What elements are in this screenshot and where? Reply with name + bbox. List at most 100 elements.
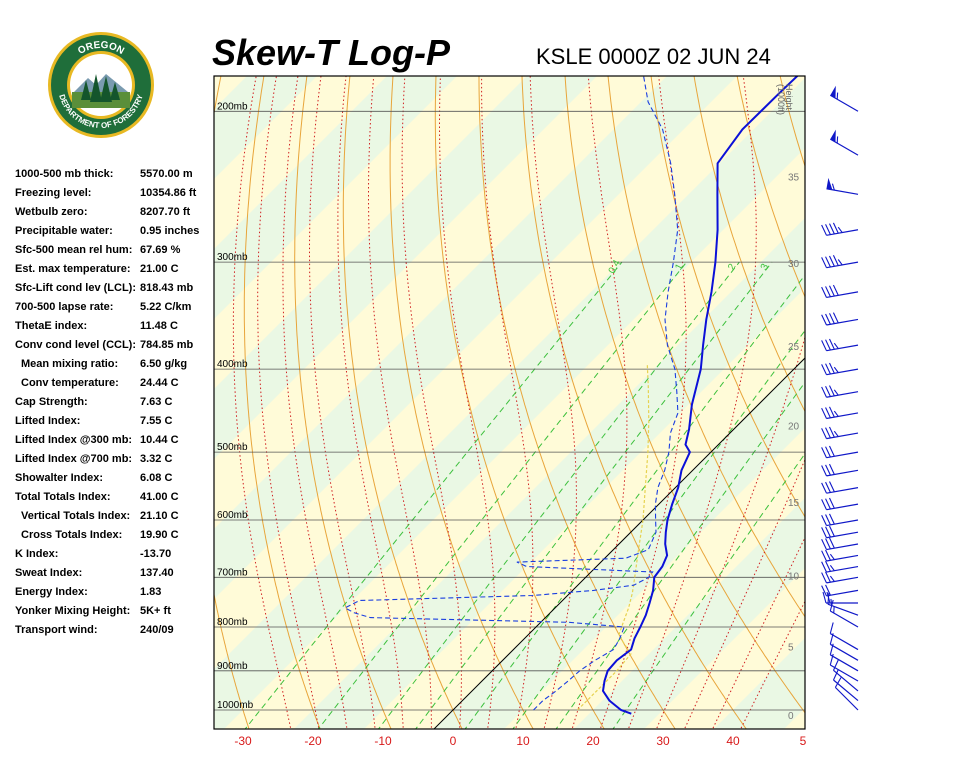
wind-barb	[821, 445, 859, 459]
index-row: Mean mixing ratio: 6.50 g/kg	[15, 358, 215, 377]
temperature-trace	[601, 76, 799, 715]
moist-adiabats	[232, 76, 805, 729]
zero-isotherm-line	[433, 357, 805, 729]
wind-barb	[821, 338, 859, 352]
index-row: Total Totals Index: 41.00 C	[15, 491, 215, 510]
index-label: Cross Totals Index:	[21, 529, 123, 541]
height-axis-title: Height	[784, 84, 794, 111]
wind-barb	[821, 549, 859, 562]
mixing-ratio-label: 3	[759, 262, 772, 272]
index-row: Showalter Index: 6.08 C	[15, 472, 215, 491]
height-tick-label: 30	[788, 259, 800, 270]
index-value: 240/09	[140, 624, 174, 636]
indices-table: 1000-500 mb thick: 5570.00 m Freezing leve…	[15, 168, 215, 643]
index-row: Sfc-500 mean rel hum: 67.69 %	[15, 244, 215, 263]
pressure-labels: 200mb 300mb 400mb 500mb 600mb 700mb 800mb 900mb…	[217, 101, 254, 711]
height-tick-label: 35	[788, 172, 800, 183]
height-tick-label: 15	[788, 498, 800, 509]
x-tick-label: 0	[450, 734, 457, 748]
index-row: Cap Strength: 7.63 C	[15, 396, 215, 415]
dry-adiabats	[214, 76, 805, 729]
wind-barbs	[821, 85, 859, 711]
index-value: 818.43 mb	[140, 282, 194, 294]
index-label: Freezing level:	[15, 187, 92, 199]
index-value: 5570.00 m	[140, 168, 193, 180]
height-axis: Height(1000ft) 0 5 10 15 20 25 30 35	[776, 84, 800, 722]
height-tick-label: 10	[788, 572, 800, 583]
index-row: Wetbulb zero: 8207.70 ft	[15, 206, 215, 225]
station-and-time: KSLE 0000Z 02 JUN 24	[536, 44, 771, 69]
x-tick-label: 10	[516, 734, 530, 748]
wind-barb	[821, 525, 859, 539]
index-row: Precipitable water: 0.95 inches	[15, 225, 215, 244]
index-row: Vertical Totals Index: 21.10 C	[15, 510, 215, 529]
oregon-department-of-forestry-logo: OREGON DEPARTMENT OF FORESTRY	[46, 30, 156, 140]
index-label: Total Totals Index:	[15, 491, 111, 503]
index-value: 21.10 C	[140, 510, 179, 522]
x-tick-label: -20	[304, 734, 322, 748]
pressure-label: 500mb	[217, 442, 248, 453]
x-tick-label: 40	[726, 734, 740, 748]
pressure-label: 800mb	[217, 617, 248, 628]
index-label: Lifted Index @300 mb:	[15, 434, 133, 446]
index-label: 700-500 lapse rate:	[15, 301, 114, 313]
height-tick-label: 25	[788, 342, 800, 353]
index-row: 1000-500 mb thick: 5570.00 m	[15, 168, 215, 187]
x-axis-ticks: -30 -20 -10 0 10 20 30 40 5	[234, 734, 806, 748]
wind-barb	[821, 537, 859, 551]
mixing-ratio-label: 2	[726, 262, 739, 272]
index-value: 784.85 mb	[140, 339, 194, 351]
index-label: Showalter Index:	[15, 472, 104, 484]
pressure-label: 400mb	[217, 359, 248, 370]
index-value: 3.32 C	[140, 453, 173, 465]
pressure-label: 900mb	[217, 661, 248, 672]
mixing-ratio-label: 1	[673, 262, 686, 272]
height-tick-label: 5	[788, 642, 794, 653]
index-row: Sweat Index: 137.40	[15, 567, 215, 586]
index-label: Conv temperature:	[21, 377, 119, 389]
x-tick-label: -30	[234, 734, 252, 748]
pressure-label: 200mb	[217, 101, 248, 112]
index-label: Transport wind:	[15, 624, 98, 636]
index-label: Precipitable water:	[15, 225, 113, 237]
plot-frame	[213, 75, 806, 730]
wind-barb	[821, 426, 859, 440]
index-row: Transport wind: 240/09	[15, 624, 215, 643]
index-value: 10354.86 ft	[140, 187, 197, 199]
height-axis-units: (1000ft)	[776, 84, 786, 115]
wind-barb	[826, 177, 859, 195]
svg-text:OREGON: OREGON	[76, 40, 126, 57]
logo-trees	[81, 74, 120, 102]
wind-barb	[821, 497, 859, 511]
index-label: Sfc-500 mean rel hum:	[15, 244, 133, 256]
index-value: 19.90 C	[140, 529, 179, 541]
pressure-label: 300mb	[217, 252, 248, 263]
wind-barb	[832, 669, 859, 702]
index-value: 67.69 %	[140, 244, 181, 256]
index-label: K Index:	[15, 548, 59, 560]
x-tick-label: 30	[656, 734, 670, 748]
index-row: Yonker Mixing Height: 5K+ ft	[15, 605, 215, 624]
index-value: -13.70	[140, 548, 172, 560]
index-label: Vertical Totals Index:	[21, 510, 131, 522]
index-value: 0.95 inches	[140, 225, 200, 237]
x-tick-label: -10	[374, 734, 392, 748]
index-row: Conv temperature: 24.44 C	[15, 377, 215, 396]
pressure-label: 1000mb	[217, 700, 254, 711]
zero-isotherm	[433, 357, 805, 729]
index-value: 10.44 C	[140, 434, 179, 446]
index-value: 8207.70 ft	[140, 206, 191, 218]
index-label: Mean mixing ratio:	[21, 358, 119, 370]
wind-barb	[829, 85, 859, 112]
index-label: Cap Strength:	[15, 396, 88, 408]
wind-barb	[821, 255, 859, 269]
chart-title: Skew-T Log-P	[212, 32, 451, 73]
pressure-label: 600mb	[217, 510, 248, 521]
index-row: ThetaE index: 11.48 C	[15, 320, 215, 339]
index-row: Cross Totals Index: 19.90 C	[15, 529, 215, 548]
dewpoint-trace	[343, 76, 679, 711]
sounding-profiles	[343, 76, 799, 715]
index-value: 7.63 C	[140, 396, 173, 408]
wind-barb	[829, 622, 859, 651]
